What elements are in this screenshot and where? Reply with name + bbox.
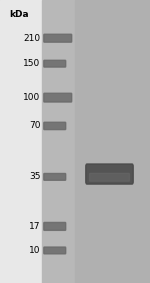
FancyBboxPatch shape [44,247,66,254]
FancyBboxPatch shape [44,34,72,42]
Bar [75,0,150,283]
Text: 17: 17 [29,222,40,231]
Bar [0,0,45,283]
FancyBboxPatch shape [44,93,72,102]
FancyBboxPatch shape [86,164,133,184]
FancyBboxPatch shape [44,60,66,67]
Text: 210: 210 [23,34,40,43]
Text: 70: 70 [29,121,40,130]
FancyBboxPatch shape [90,173,129,181]
Text: 100: 100 [23,93,40,102]
Text: 150: 150 [23,59,40,68]
Bar [42,0,75,283]
FancyBboxPatch shape [44,222,66,230]
Bar [42,0,150,283]
Text: 35: 35 [29,172,40,181]
FancyBboxPatch shape [44,173,66,180]
Text: kDa: kDa [10,10,29,19]
Text: 10: 10 [29,246,40,255]
FancyBboxPatch shape [44,122,66,130]
